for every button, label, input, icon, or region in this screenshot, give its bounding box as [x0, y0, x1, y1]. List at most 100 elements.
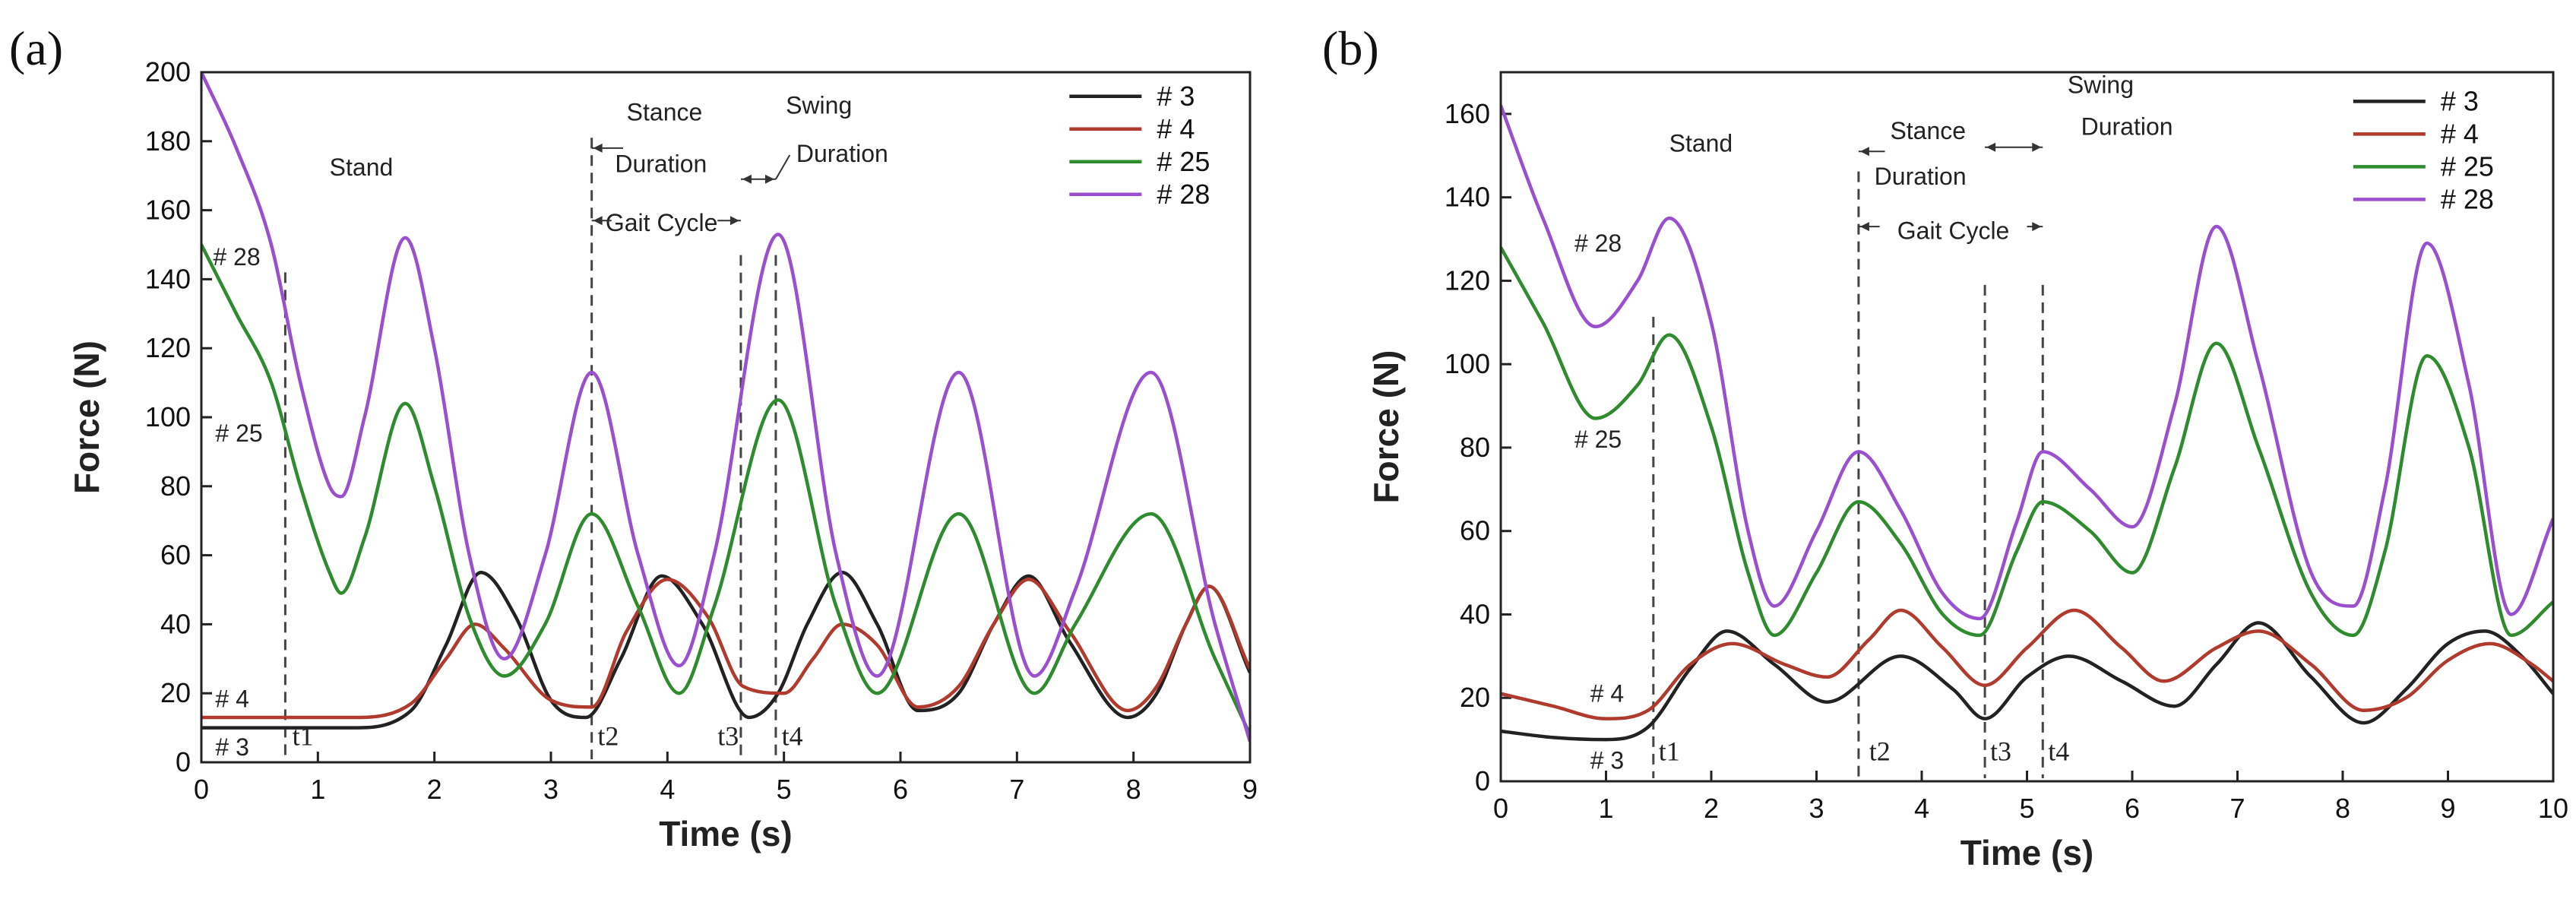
x-tick-label: 4 — [1914, 793, 1929, 824]
x-tick-label: 4 — [660, 774, 675, 805]
x-tick-label: 8 — [2335, 793, 2350, 824]
swing-annotation-line2: Duration — [2081, 112, 2173, 140]
legend-label-25: # 25 — [1157, 146, 1210, 177]
swing-arrowhead-left — [1986, 142, 1996, 152]
x-tick-label: 1 — [1598, 793, 1613, 824]
y-tick-label: 0 — [1475, 765, 1490, 796]
plot-frame — [1499, 71, 2555, 783]
t1-label: t1 — [293, 720, 314, 751]
series-label-3: # 3 — [1590, 747, 1624, 774]
y-tick-label: 20 — [1460, 682, 1490, 713]
x-tick-label: 9 — [2440, 793, 2455, 824]
gait-arrowhead-left — [1859, 222, 1869, 232]
legend-label-28: # 28 — [2441, 183, 2494, 214]
t2-label: t2 — [1869, 736, 1891, 767]
y-tick-label: 160 — [145, 195, 191, 226]
x-axis-title: Time (s) — [1960, 833, 2094, 872]
x-tick-label: 2 — [427, 774, 442, 805]
gait-arrowhead-right — [729, 216, 739, 226]
t3-label: t3 — [1990, 736, 2011, 767]
series-label-25: # 25 — [1574, 426, 1622, 453]
swing-annotation-line1: Swing — [2068, 71, 2134, 98]
x-tick-label: 7 — [1009, 774, 1024, 805]
plot-frame — [200, 71, 1252, 764]
x-tick-label: 5 — [2019, 793, 2034, 824]
panel-label: (b) — [1322, 21, 1379, 75]
y-tick-label: 180 — [145, 125, 191, 157]
series-line-4 — [201, 578, 1250, 720]
stance-arrowhead — [1859, 147, 1869, 157]
x-tick-label: 0 — [194, 774, 209, 805]
x-tick-label: 7 — [2229, 793, 2245, 824]
x-axis-title: Time (s) — [659, 814, 793, 853]
gait-cycle-annotation: Gait Cycle — [1897, 217, 2010, 245]
legend-label-4: # 4 — [2441, 118, 2479, 149]
gait-arrowhead-right — [2032, 222, 2042, 232]
gait-arrowhead-left — [593, 216, 603, 226]
series-line-25 — [1501, 246, 2553, 638]
y-tick-label: 140 — [1445, 182, 1490, 213]
stance-annotation-line1: Stance — [627, 99, 703, 126]
x-tick-label: 9 — [1242, 774, 1258, 805]
legend-label-3: # 3 — [1157, 81, 1195, 112]
series-label-25: # 25 — [215, 420, 262, 447]
y-tick-label: 100 — [145, 401, 191, 432]
chart-panel-a: (a) 0 1 2 3 4 5 6 7 8 9 0 20 40 60 80 100 120 140 160 180 200… — [9, 21, 1258, 853]
stand-annotation: Stand — [1669, 129, 1733, 157]
y-tick-label: 60 — [1460, 515, 1490, 546]
y-axis-title: Force (N) — [1366, 350, 1406, 504]
y-tick-label: 40 — [1460, 598, 1490, 629]
x-tick-label: 10 — [2538, 793, 2568, 824]
t4-label: t4 — [2048, 736, 2069, 767]
y-tick-label: 60 — [160, 540, 191, 571]
stand-annotation: Stand — [330, 154, 394, 181]
y-tick-label: 100 — [1445, 348, 1490, 379]
x-tick-label: 1 — [310, 774, 325, 805]
legend-label-28: # 28 — [1157, 179, 1210, 210]
gait-cycle-annotation: Gait Cycle — [606, 209, 718, 236]
legend-label-3: # 3 — [2441, 85, 2479, 116]
t1-label: t1 — [1659, 736, 1680, 767]
swing-leader — [775, 154, 791, 180]
swing-arrowhead-right — [764, 174, 774, 184]
series-line-3 — [1501, 621, 2553, 742]
series-label-4: # 4 — [1590, 680, 1624, 708]
series-line-25 — [201, 243, 1250, 736]
swing-annotation-line2: Duration — [796, 140, 888, 167]
y-axis-title: Force (N) — [67, 340, 106, 494]
chart-panel-b: (b)0 1 2 3 4 5 6 7 8 9 10020406080100120140160Time… — [1322, 21, 2568, 872]
y-tick-label: 80 — [1460, 432, 1490, 463]
t4-label: t4 — [782, 720, 803, 751]
y-tick-label: 120 — [1445, 264, 1490, 296]
t3-label: t3 — [717, 720, 739, 751]
series-line-4 — [1501, 608, 2553, 720]
y-tick-label: 40 — [160, 608, 191, 639]
t2-label: t2 — [597, 720, 619, 751]
y-tick-label: 0 — [176, 746, 191, 777]
panel-label: (a) — [9, 21, 63, 75]
x-tick-label: 2 — [1704, 793, 1719, 824]
x-tick-label: 6 — [893, 774, 908, 805]
swing-arrowhead-right — [2032, 142, 2042, 152]
swing-arrowhead-left — [742, 174, 752, 184]
series-label-28: # 28 — [213, 243, 260, 271]
stance-annotation-line2: Duration — [615, 150, 707, 178]
swing-annotation-line1: Swing — [786, 91, 852, 119]
stance-arrowhead — [593, 143, 603, 153]
y-tick-label: 140 — [145, 263, 191, 294]
series-label-4: # 4 — [215, 685, 248, 712]
y-tick-label: 80 — [160, 470, 191, 502]
stance-annotation-line2: Duration — [1875, 163, 1967, 190]
x-tick-label: 0 — [1493, 793, 1508, 824]
y-tick-label: 200 — [145, 56, 191, 87]
stance-annotation-line1: Stance — [1890, 117, 1966, 144]
x-tick-label: 8 — [1126, 774, 1141, 805]
x-tick-label: 6 — [2125, 793, 2140, 824]
y-tick-label: 20 — [160, 677, 191, 708]
legend-label-4: # 4 — [1157, 113, 1195, 144]
y-tick-label: 160 — [1445, 98, 1490, 129]
series-label-28: # 28 — [1574, 230, 1622, 257]
series-line-28 — [1501, 105, 2553, 621]
series-line-28 — [201, 72, 1250, 743]
